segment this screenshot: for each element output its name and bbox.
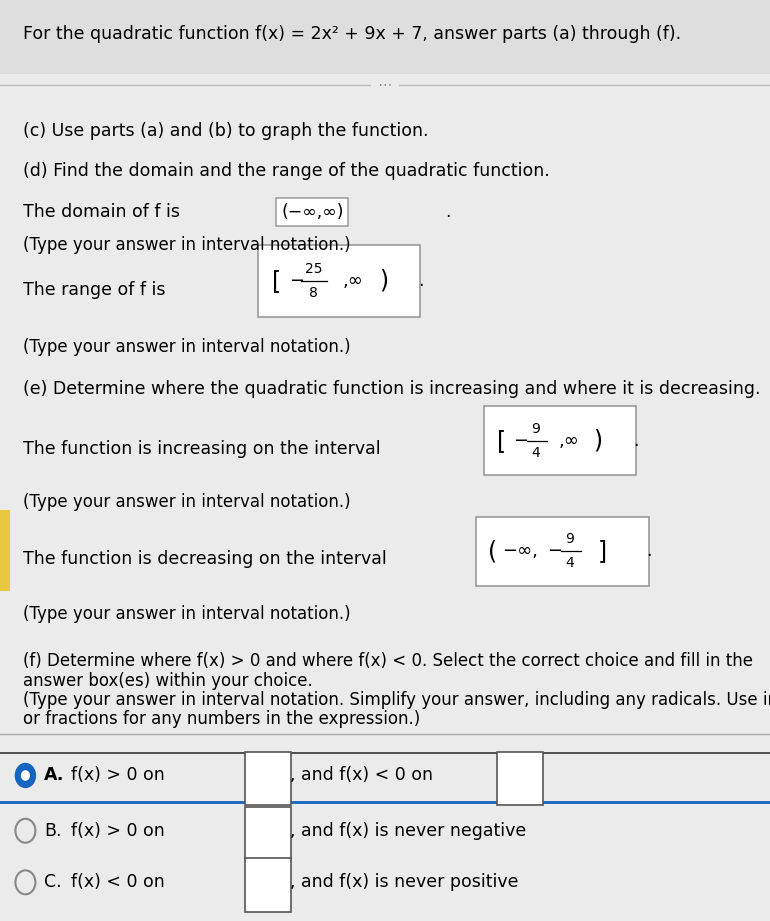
- Text: 8: 8: [309, 286, 318, 300]
- Text: 9: 9: [565, 532, 574, 546]
- Text: ⋯: ⋯: [373, 77, 397, 92]
- Text: (d) Find the domain and the range of the quadratic function.: (d) Find the domain and the range of the…: [23, 162, 550, 181]
- Text: , and f(x) is never negative: , and f(x) is never negative: [290, 822, 526, 840]
- Text: The function is increasing on the interval: The function is increasing on the interv…: [23, 439, 380, 458]
- Text: ): ): [380, 269, 389, 293]
- Text: 9: 9: [531, 422, 541, 436]
- Text: (c) Use parts (a) and (b) to graph the function.: (c) Use parts (a) and (b) to graph the f…: [23, 122, 429, 140]
- FancyBboxPatch shape: [0, 510, 10, 591]
- Text: f(x) > 0 on: f(x) > 0 on: [71, 822, 165, 840]
- Text: (: (: [488, 539, 497, 564]
- Text: −: −: [513, 432, 528, 449]
- Text: f(x) < 0 on: f(x) < 0 on: [71, 873, 165, 892]
- Text: answer box(es) within your choice.: answer box(es) within your choice.: [23, 671, 313, 690]
- Text: 4: 4: [565, 556, 574, 570]
- Text: .: .: [646, 542, 651, 560]
- Text: .: .: [418, 272, 424, 290]
- Text: or fractions for any numbers in the expression.): or fractions for any numbers in the expr…: [23, 710, 420, 729]
- Circle shape: [22, 771, 29, 780]
- Text: [: [: [497, 428, 507, 453]
- Text: 25: 25: [305, 262, 322, 276]
- Text: ]: ]: [598, 539, 607, 564]
- FancyBboxPatch shape: [0, 0, 770, 74]
- FancyBboxPatch shape: [497, 752, 543, 805]
- Text: The range of f is: The range of f is: [23, 281, 166, 299]
- FancyBboxPatch shape: [245, 858, 291, 912]
- Text: .: .: [633, 432, 638, 449]
- FancyBboxPatch shape: [245, 752, 291, 805]
- Text: −∞,: −∞,: [502, 542, 538, 560]
- Text: For the quadratic function f(x) = 2x² + 9x + 7, answer parts (a) through (f).: For the quadratic function f(x) = 2x² + …: [23, 25, 681, 43]
- FancyBboxPatch shape: [258, 245, 420, 317]
- Text: The function is decreasing on the interval: The function is decreasing on the interv…: [23, 550, 387, 568]
- Circle shape: [15, 764, 35, 787]
- Text: B.: B.: [44, 822, 62, 840]
- Text: (Type your answer in interval notation. Simplify your answer, including any radi: (Type your answer in interval notation. …: [23, 691, 770, 709]
- Text: ,∞: ,∞: [558, 432, 579, 449]
- Text: ,∞: ,∞: [343, 272, 363, 290]
- Text: C.: C.: [44, 873, 62, 892]
- Text: (Type your answer in interval notation.): (Type your answer in interval notation.): [23, 236, 350, 254]
- Text: f(x) > 0 on: f(x) > 0 on: [71, 766, 165, 785]
- Text: , and f(x) < 0 on: , and f(x) < 0 on: [290, 766, 433, 785]
- Text: [: [: [272, 269, 281, 293]
- Text: (−∞,∞): (−∞,∞): [281, 203, 343, 221]
- Text: −: −: [289, 272, 304, 290]
- Text: (Type your answer in interval notation.): (Type your answer in interval notation.): [23, 605, 350, 624]
- Text: A.: A.: [44, 766, 64, 785]
- Text: (Type your answer in interval notation.): (Type your answer in interval notation.): [23, 493, 350, 511]
- Text: (f) Determine where f(x) > 0 and where f(x) < 0. Select the correct choice and f: (f) Determine where f(x) > 0 and where f…: [23, 652, 753, 670]
- Text: (Type your answer in interval notation.): (Type your answer in interval notation.): [23, 338, 350, 356]
- FancyBboxPatch shape: [476, 517, 649, 586]
- Text: ): ): [593, 428, 602, 453]
- Text: −: −: [547, 542, 562, 560]
- Text: The domain of f is: The domain of f is: [23, 203, 180, 221]
- Text: .: .: [445, 203, 450, 221]
- FancyBboxPatch shape: [245, 807, 291, 860]
- Text: , and f(x) is never positive: , and f(x) is never positive: [290, 873, 518, 892]
- Text: (e) Determine where the quadratic function is increasing and where it is decreas: (e) Determine where the quadratic functi…: [23, 379, 761, 398]
- Text: 4: 4: [531, 446, 541, 460]
- FancyBboxPatch shape: [484, 406, 636, 475]
